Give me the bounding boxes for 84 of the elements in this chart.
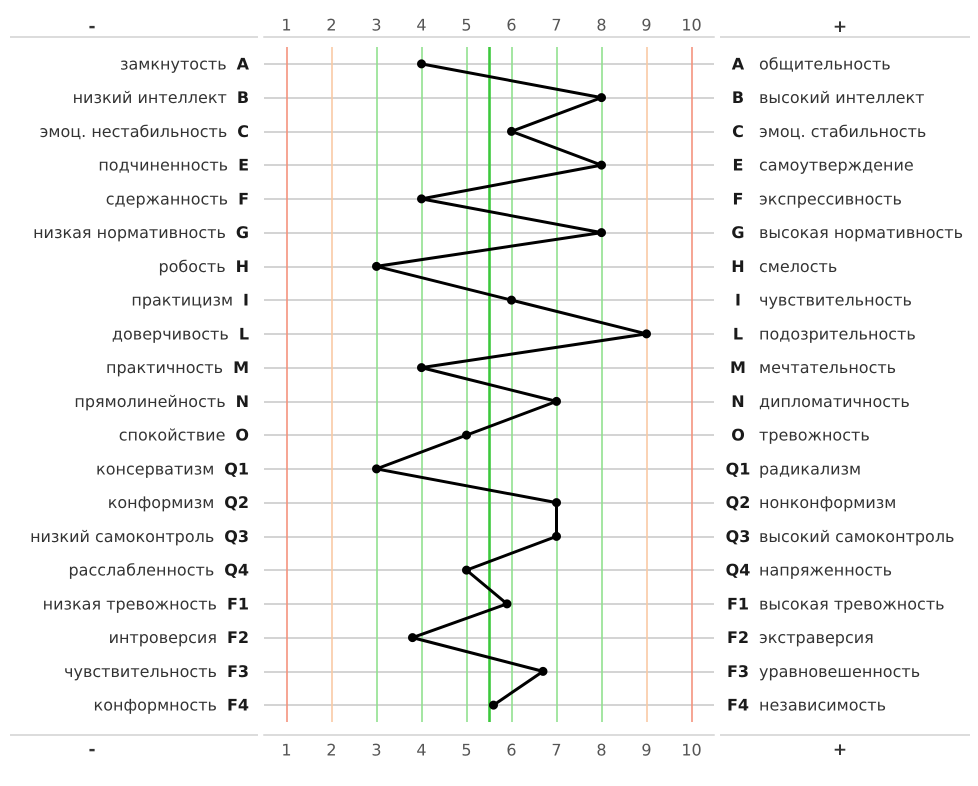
- y-tick-label: подчиненность E: [98, 156, 250, 175]
- y2-tick-label: H смелость: [731, 256, 838, 276]
- point: [372, 262, 381, 271]
- x2-tick-label: 6: [506, 740, 517, 760]
- x2-tick-label: 8: [596, 740, 607, 760]
- y2-tick-label: C эмоц. стабильность: [732, 122, 926, 141]
- point: [502, 599, 512, 608]
- y-tick-label: эмоц. нестабильность C: [40, 122, 250, 141]
- y2-tick-label: B высокий интеллект: [732, 88, 924, 108]
- point: [462, 566, 471, 575]
- y-tick-label: чувствительность F3: [64, 662, 249, 681]
- x2-tick-label: 3: [371, 740, 382, 760]
- point: [538, 666, 548, 676]
- x2-tick-label: 1: [281, 740, 292, 760]
- point: [507, 296, 516, 305]
- x-tick-label: 2: [326, 16, 337, 34]
- y2-tick-label: M мечтательность: [730, 358, 896, 378]
- x2-tick-label: 4: [416, 740, 427, 760]
- point: [597, 93, 606, 102]
- point: [417, 194, 426, 204]
- y-tick-label: спокойствие O: [118, 426, 250, 445]
- point: [552, 498, 561, 508]
- point: [597, 160, 606, 170]
- text: -: [88, 17, 96, 37]
- y-tick-label: конформность F4: [94, 696, 249, 715]
- point: [597, 228, 606, 238]
- x-tick-label: 4: [416, 16, 427, 34]
- x-tick-label: 9: [641, 16, 652, 34]
- y2-tick-label: L подозрительность: [732, 324, 916, 344]
- y2-tick-label: Q3 высокий самоконтроль: [726, 526, 954, 546]
- x2-tick-label: 2: [326, 740, 337, 760]
- x-tick-label: 10: [681, 16, 702, 34]
- y2-tick-label: Q2 нонконформизм: [726, 493, 896, 512]
- y-tick-label: интроверсия F2: [108, 628, 249, 648]
- x-tick-label: 5: [461, 16, 472, 34]
- y2-tick-label: G высокая нормативность: [731, 223, 964, 242]
- x-tick-label: 3: [371, 16, 382, 34]
- text: +: [832, 17, 848, 37]
- y2-tick-label: F3 уравновешенность: [726, 662, 920, 681]
- y-tick-label: консерватизм Q1: [96, 459, 249, 478]
- point: [552, 396, 561, 406]
- y2-tick-label: N дипломатичность: [731, 392, 910, 411]
- y2-tick-label: E самоутверждение: [732, 156, 914, 175]
- y2-tick-label: A общительность: [732, 54, 891, 74]
- y-tick-label: конформизм Q2: [108, 493, 249, 512]
- y2-tick-label: F4 независимость: [726, 696, 886, 715]
- point: [417, 363, 426, 372]
- y2-tick-label: Q4 напряженность: [726, 560, 892, 580]
- y2-tick-label: I чувствительность: [735, 290, 912, 310]
- y-tick-label: низкий самоконтроль Q3: [30, 526, 249, 546]
- y-tick-label: робость H: [158, 256, 249, 276]
- point: [507, 126, 516, 136]
- y-tick-label: практицизм I: [131, 290, 249, 310]
- y2-tick-label: F1 высокая тревожность: [726, 594, 945, 614]
- y-tick-label: низкая тревожность F1: [42, 594, 249, 614]
- y-tick-label: прямолинейность N: [74, 392, 249, 411]
- y2-tick-label: Q1 радикализм: [726, 459, 862, 478]
- y-tick-label: доверчивость L: [112, 324, 250, 344]
- point: [489, 700, 498, 710]
- x-tick-label: 8: [596, 16, 607, 34]
- point: [408, 633, 417, 642]
- x-tick-label: 1: [281, 16, 292, 34]
- y-tick-label: практичность M: [106, 358, 249, 378]
- point: [642, 329, 651, 338]
- y-tick-label: замкнутость A: [120, 54, 250, 74]
- x2-tick-label: 7: [551, 740, 562, 760]
- point: [417, 59, 426, 68]
- x-tick-label: 6: [506, 16, 517, 34]
- y-tick-label: сдержанность F: [106, 189, 250, 208]
- y-tick-label: расслабленность Q4: [68, 560, 249, 580]
- point: [462, 430, 471, 440]
- y2-tick-label: O тревожность: [731, 426, 870, 445]
- y-tick-label: низкий интеллект B: [72, 88, 250, 108]
- y2-tick-label: F2 экстраверсия: [726, 628, 874, 648]
- text: +: [832, 740, 848, 760]
- y-tick-label: низкая нормативность G: [33, 223, 250, 242]
- x2-tick-label: 9: [641, 740, 652, 760]
- x2-tick-label: 5: [461, 740, 472, 760]
- x-tick-label: 7: [551, 16, 562, 34]
- y2-tick-label: F экспрессивность: [732, 189, 902, 208]
- x2-tick-label: 10: [681, 740, 702, 760]
- text: -: [88, 740, 96, 760]
- point: [372, 464, 381, 474]
- point: [552, 532, 561, 541]
